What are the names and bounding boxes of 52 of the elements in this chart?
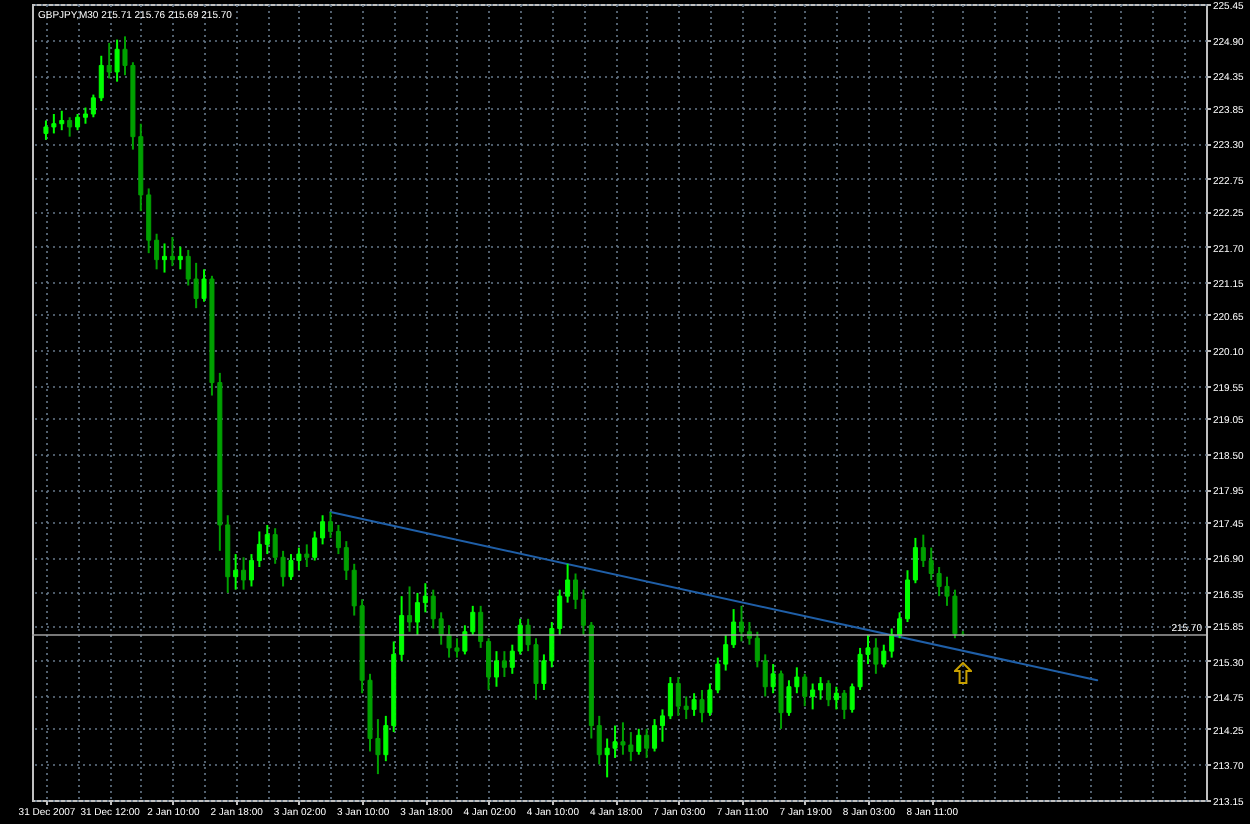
candlestick	[114, 38, 120, 83]
candlestick	[233, 553, 239, 591]
candlestick	[604, 737, 610, 779]
candlestick	[493, 650, 499, 688]
candlestick	[667, 676, 673, 721]
candlestick	[881, 643, 887, 669]
candlestick	[928, 546, 934, 581]
candlestick	[193, 261, 199, 310]
candlestick	[802, 672, 808, 708]
candlestick	[454, 637, 460, 659]
candlestick	[241, 556, 247, 591]
candlestick	[106, 41, 112, 80]
candlestick	[818, 676, 824, 701]
candlestick	[414, 591, 420, 636]
candlestick	[778, 669, 784, 730]
candlestick	[628, 731, 634, 763]
candlestick	[675, 676, 681, 717]
candlestick	[43, 119, 49, 141]
candlestick	[699, 688, 705, 724]
candlestick	[620, 721, 626, 756]
candlestick	[889, 627, 895, 659]
candlestick	[644, 727, 650, 759]
candlestick	[446, 624, 452, 659]
candlestick	[833, 685, 839, 711]
candlestick	[59, 109, 65, 132]
candlestick	[67, 116, 73, 138]
candlestick	[825, 679, 831, 708]
candlestick	[264, 523, 270, 556]
candlestick	[652, 718, 658, 753]
candlestick	[201, 268, 207, 303]
candlestick	[296, 546, 302, 572]
candlestick	[51, 113, 57, 135]
candlestick	[430, 588, 436, 630]
candlestick	[304, 543, 310, 569]
candlestick	[288, 553, 294, 581]
candlestick	[739, 604, 745, 643]
candlestick	[177, 245, 183, 271]
candlestick	[841, 688, 847, 721]
candlestick	[169, 235, 175, 268]
candlestick	[936, 566, 942, 598]
candlestick	[691, 692, 697, 717]
candlestick	[952, 588, 958, 640]
candlestick	[873, 637, 879, 675]
candlestick	[407, 585, 413, 633]
candlestick	[501, 650, 507, 679]
candlestick	[786, 679, 792, 717]
candlestick	[162, 242, 168, 274]
candlestick	[770, 663, 776, 695]
candlestick	[810, 682, 816, 711]
candlestick	[612, 724, 618, 759]
candlestick	[920, 533, 926, 569]
candlestick	[636, 727, 642, 756]
